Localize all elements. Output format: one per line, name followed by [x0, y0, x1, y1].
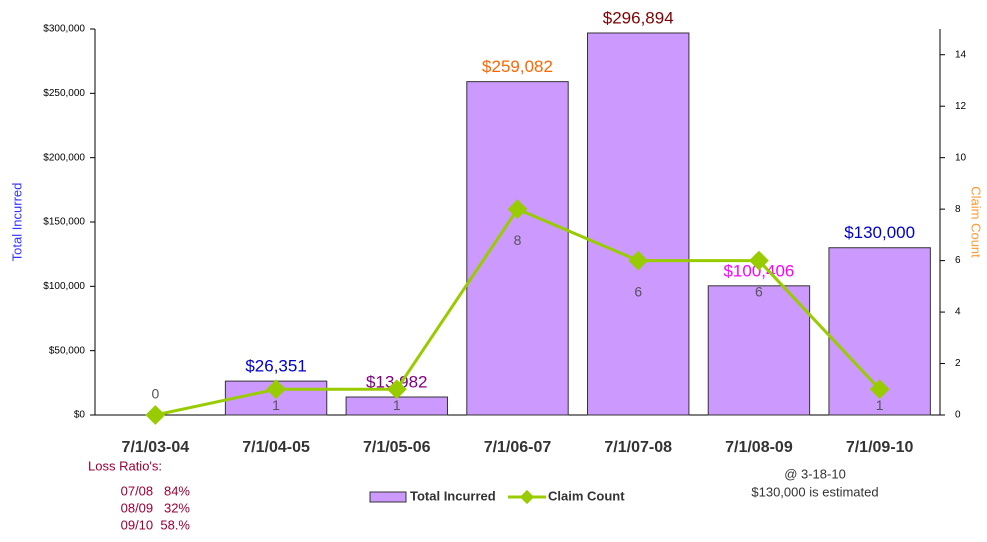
x-tick-label: 7/1/08-09 [725, 439, 793, 456]
x-tick-label: 7/1/04-05 [242, 439, 310, 456]
y2-tick-label: 2 [955, 358, 961, 369]
note: 07/08 84% [121, 483, 191, 498]
y-tick-label: $250,000 [43, 88, 85, 99]
legend-marker [519, 489, 535, 505]
line-marker [869, 379, 890, 400]
y-tick-label: $150,000 [43, 217, 85, 228]
bar-value-label: $296,894 [603, 8, 674, 27]
bar-value-label: $130,000 [844, 223, 915, 242]
line-marker [145, 405, 166, 425]
y-tick-label: $0 [74, 410, 86, 421]
y-tick-label: $100,000 [43, 281, 85, 292]
bar-value-label: $259,082 [482, 57, 553, 76]
bar [707, 285, 811, 416]
y-tick-label: $50,000 [49, 345, 86, 356]
legend-swatch [369, 491, 407, 503]
count-label: 1 [272, 397, 280, 413]
bar-value-label: $100,406 [723, 261, 794, 280]
y-axis-label: Total Incurred [9, 183, 24, 262]
y-tick-label: $200,000 [43, 152, 85, 163]
y2-tick-label: 0 [955, 410, 961, 421]
count-label: 6 [634, 283, 642, 299]
count-label: 8 [514, 232, 522, 248]
bar-value-label: $26,351 [245, 357, 306, 376]
y-tick-label: $300,000 [43, 24, 85, 35]
note: 08/09 32% [121, 500, 191, 515]
y2-tick-label: 10 [955, 152, 967, 163]
y2-axis-label: Claim Count [969, 186, 984, 258]
count-label: 0 [151, 386, 159, 402]
count-label: 1 [393, 397, 401, 413]
note: @ 3-18-10 [784, 466, 846, 481]
x-tick-label: 7/1/09-10 [846, 439, 914, 456]
note: 09/10 58.% [121, 517, 191, 532]
x-tick-label: 7/1/07-08 [604, 439, 672, 456]
note: Loss Ratio's: [88, 458, 162, 473]
count-label: 1 [876, 397, 884, 413]
count-label: 6 [755, 283, 763, 299]
x-tick-label: 7/1/03-04 [122, 439, 190, 456]
y2-tick-label: 6 [955, 255, 961, 266]
bar [587, 32, 690, 416]
note: $130,000 is estimated [751, 484, 878, 499]
legend-label: Total Incurred [410, 488, 496, 503]
bar [466, 81, 569, 416]
y2-tick-label: 4 [955, 307, 961, 318]
legend-label: Claim Count [548, 488, 625, 503]
line-marker [386, 379, 407, 400]
line-marker [266, 379, 286, 400]
x-tick-label: 7/1/05-06 [363, 439, 431, 456]
x-tick-label: 7/1/06-07 [484, 439, 552, 456]
y2-tick-label: 12 [955, 101, 967, 112]
y2-tick-label: 14 [955, 49, 967, 60]
y2-tick-label: 8 [955, 204, 961, 215]
